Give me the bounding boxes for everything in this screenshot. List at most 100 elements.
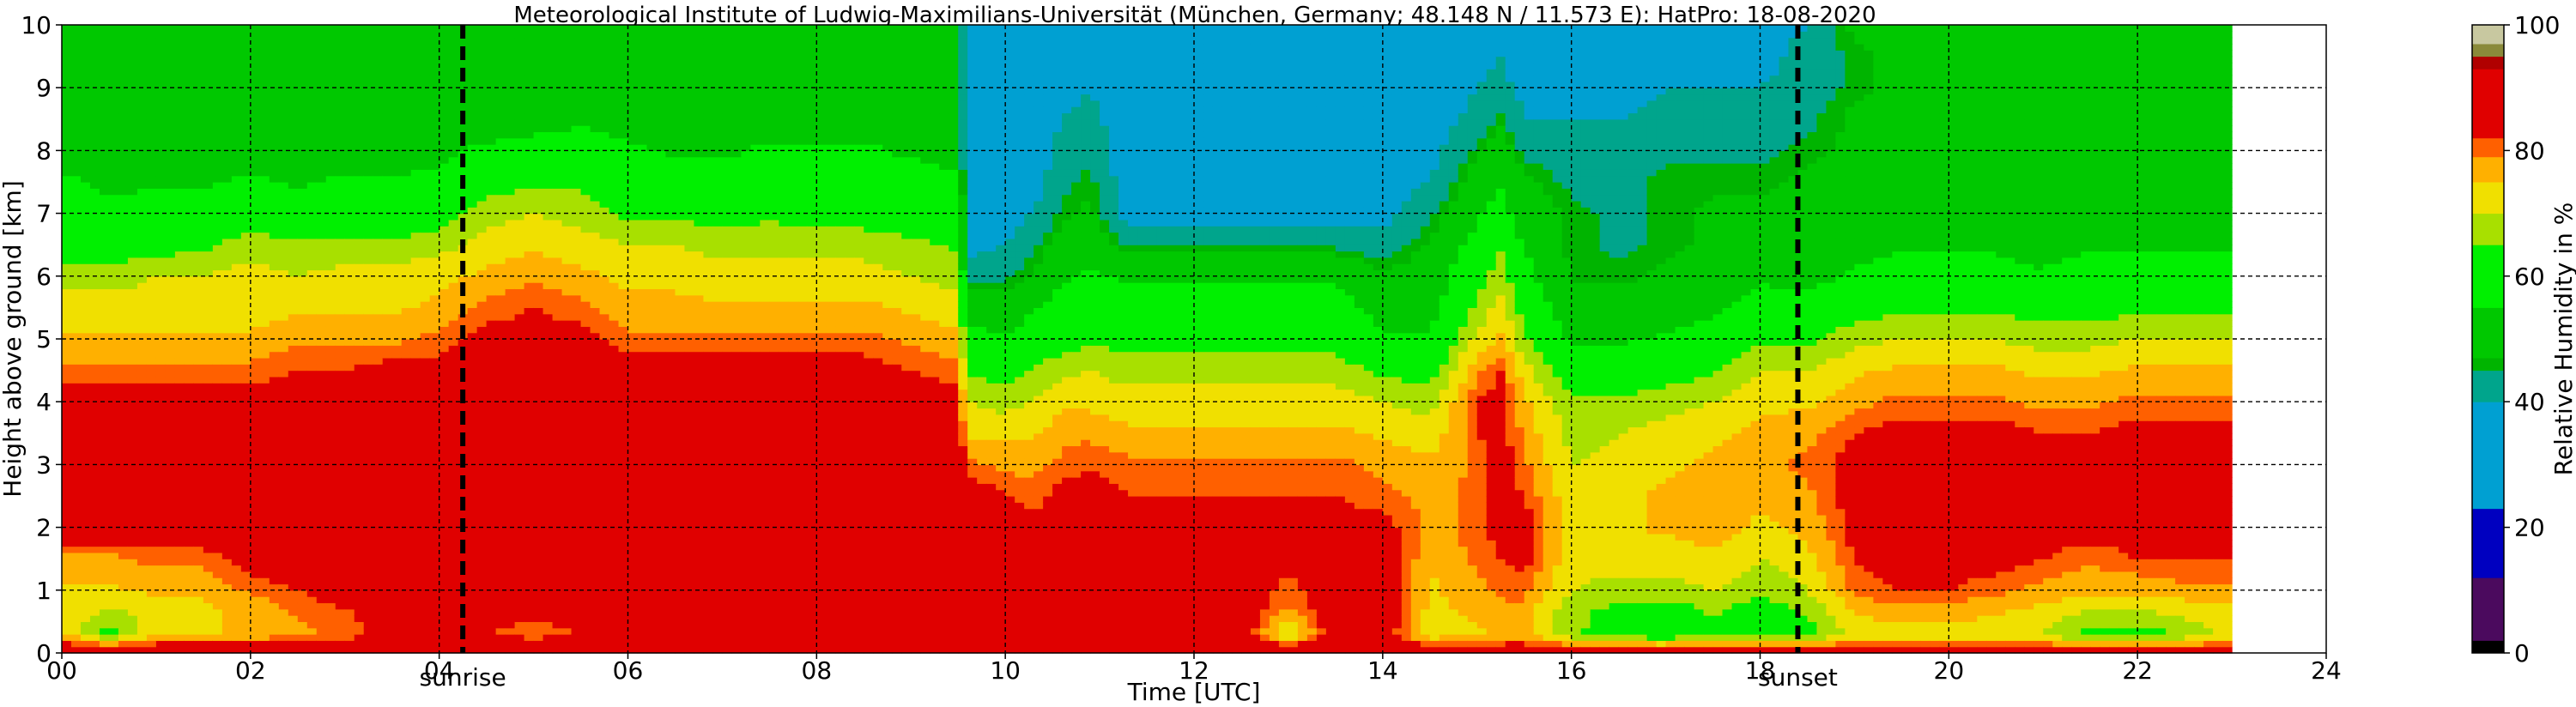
heatmap-cell [439,150,450,157]
heatmap-cell [336,590,346,597]
heatmap-cell [402,602,412,609]
heatmap-cell [439,88,450,94]
heatmap-cell [345,226,355,233]
heatmap-cell [175,263,185,270]
heatmap-cell [156,358,167,365]
heatmap-cell [439,125,450,132]
heatmap-cell [166,621,176,628]
heatmap-cell [71,226,82,233]
heatmap-cell [128,257,138,264]
heatmap-cell [317,94,327,101]
heatmap-cell [156,150,167,157]
heatmap-cell [458,640,469,647]
heatmap-cell [317,138,327,145]
heatmap-cell [260,69,270,76]
heatmap-cell [81,112,91,119]
heatmap-cell [326,320,336,327]
heatmap-cell [355,38,365,45]
heatmap-cell [213,345,223,352]
heatmap-cell [251,502,261,509]
heatmap-cell [251,496,261,503]
heatmap-cell [166,182,176,189]
heatmap-cell [128,565,138,572]
heatmap-cell [270,339,280,346]
heatmap-cell [279,490,289,497]
heatmap-cell [166,634,176,641]
heatmap-cell [71,195,82,202]
heatmap-cell [251,94,261,101]
heatmap-cell [71,414,82,421]
heatmap-cell [383,483,393,490]
heatmap-cell [156,106,167,113]
heatmap-cell [175,25,185,32]
heatmap-cell [430,119,440,126]
heatmap-cell [477,477,488,484]
heatmap-cell [392,471,403,478]
heatmap-cell [279,615,289,622]
heatmap-cell [175,301,185,308]
heatmap-cell [288,320,299,327]
heatmap-cell [90,634,100,641]
heatmap-cell [430,307,440,314]
heatmap-cell [326,38,336,45]
heatmap-cell [402,176,412,183]
heatmap-cell [345,76,355,82]
heatmap-cell [62,131,72,138]
heatmap-cell [288,445,299,452]
heatmap-cell [128,276,138,283]
heatmap-cell [336,452,346,459]
heatmap-cell [506,131,516,138]
heatmap-cell [166,31,176,38]
heatmap-cell [317,131,327,138]
heatmap-cell [392,88,403,94]
heatmap-cell [506,188,516,195]
heatmap-cell [430,540,440,547]
heatmap-cell [81,445,91,452]
heatmap-cell [251,131,261,138]
heatmap-cell [458,534,469,541]
heatmap-cell [421,182,431,189]
heatmap-cell [430,31,440,38]
heatmap-cell [288,590,299,597]
heatmap-cell [383,245,393,251]
heatmap-cell [307,502,318,509]
heatmap-cell [383,94,393,101]
heatmap-cell [298,157,308,164]
heatmap-cell [345,377,355,384]
heatmap-cell [515,226,525,233]
heatmap-cell [222,131,233,138]
heatmap-cell [392,44,403,51]
heatmap-cell [260,414,270,421]
heatmap-cell [203,433,214,440]
heatmap-cell [383,565,393,572]
heatmap-cell [185,445,195,452]
heatmap-cell [90,138,100,145]
heatmap-cell [355,628,365,635]
heatmap-cell [298,38,308,45]
heatmap-cell [203,571,214,578]
heatmap-cell [194,464,204,471]
heatmap-cell [449,414,459,421]
heatmap-cell [317,226,327,233]
heatmap-cell [156,439,167,446]
heatmap-cell [175,577,185,584]
heatmap-cell [232,63,242,69]
heatmap-cell [175,496,185,503]
heatmap-cell [487,390,497,396]
heatmap-cell [392,390,403,396]
heatmap-cell [449,307,459,314]
heatmap-cell [496,383,506,390]
heatmap-cell [260,220,270,227]
heatmap-cell [421,307,431,314]
heatmap-cell [185,402,195,408]
heatmap-cell [270,477,280,484]
heatmap-cell [392,420,403,427]
heatmap-cell [515,377,525,384]
heatmap-cell [383,364,393,371]
heatmap-cell [147,320,157,327]
heatmap-cell [147,609,157,616]
heatmap-cell [185,414,195,421]
heatmap-cell [270,402,280,408]
heatmap-cell [222,112,233,119]
